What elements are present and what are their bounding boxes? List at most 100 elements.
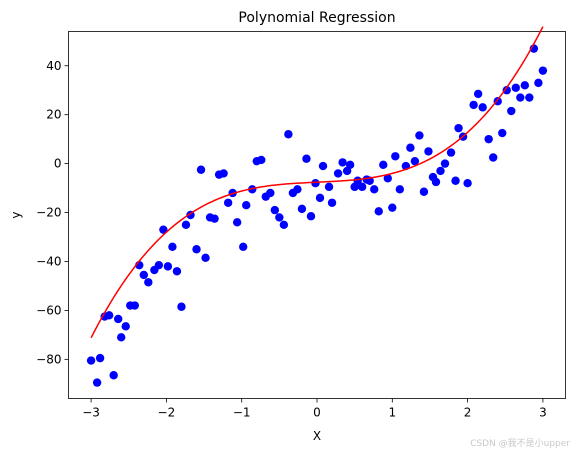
scatter-point [451,176,460,185]
scatter-point [219,169,228,178]
y-tick-label: 0 [54,157,62,171]
scatter-point [242,201,251,210]
scatter-point [454,123,463,133]
scatter-point [478,103,487,112]
scatter-point [516,93,525,102]
scatter-point [357,182,367,192]
scatter-point [306,212,316,221]
scatter-point [196,165,206,174]
watermark: CSDN @我不是小upper [470,439,570,449]
y-tick-label: −80 [36,352,61,366]
scatter-point [117,333,126,342]
scatter-point [154,260,164,270]
scatter-point [406,143,415,152]
scatter-point [391,152,400,161]
scatter-point [109,371,118,380]
scatter-point [181,220,191,229]
scatter-point [201,253,210,263]
scatter-point [324,182,334,192]
scatter-point [395,185,405,194]
scatter-point [424,147,433,156]
scatter-point [192,245,201,254]
scatter-point [415,131,424,140]
scatter-point [293,185,302,194]
scatter-point [446,148,456,157]
scatter-point [379,160,388,170]
scatter-point [333,169,343,178]
y-axis-label: y [9,211,23,218]
scatter-point [121,322,130,331]
scatter-point [86,356,96,365]
scatter-point [130,301,139,310]
scatter-point [419,187,429,196]
scatter-point [534,78,543,88]
y-tick-label: −40 [36,254,61,268]
scatter-point [327,198,337,207]
x-tick-label: 0 [313,406,321,420]
scatter-point [436,166,445,176]
scatter-point [383,174,392,183]
scatter-point [473,89,483,99]
scatter-point [463,178,472,188]
scatter-point [410,156,420,166]
scatter-point [525,93,534,102]
y-tick-label: −20 [36,206,61,220]
scatter-point [232,218,242,227]
x-tick-label: 2 [464,406,472,420]
scatter-point [270,205,280,215]
scatter-point [284,130,293,139]
x-tick-label: −2 [158,406,176,420]
scatter-point [469,100,478,110]
x-tick-label: 1 [388,406,396,420]
scatter-point [511,83,520,92]
scatter-point [92,378,102,387]
x-axis-label: X [313,429,321,443]
scatter-point [338,158,347,167]
scatter-point [95,353,105,363]
scatter-point [388,203,397,212]
scatter-point [431,177,441,187]
scatter-point [502,86,511,95]
plot-frame [68,31,566,399]
scatter-point [163,262,173,271]
scatter-point [104,311,114,320]
scatter-point [507,106,516,116]
y-tick-label: 20 [46,108,61,122]
scatter-point [538,66,548,75]
scatter-point [266,188,275,198]
scatter-point [172,267,182,276]
scatter-point [139,270,148,280]
scatter-point [297,204,307,214]
scatter-point [489,153,498,162]
scatter-point [315,193,325,203]
scatter-point [257,155,266,165]
scatter-point [498,128,507,138]
scatter-point [318,161,328,171]
plot-area [68,31,566,399]
chart-title: Polynomial Regression [238,10,395,26]
scatter-point [440,159,450,168]
scatter-point [370,185,379,194]
scatter-point [210,214,219,223]
x-tick-label: −1 [233,406,251,420]
scatter-point [302,154,311,163]
x-tick-label: 3 [539,406,547,420]
scatter-point [114,314,123,324]
scatter-point [177,302,186,311]
x-tick-label: −3 [82,406,100,420]
axes: −3 −2 −1 0 1 2 3 −80 −60 −40 −20 0 20 40 [36,59,547,420]
scatter-point [520,81,530,90]
data-marks [86,26,548,387]
scatter-point [223,198,233,207]
y-tick-label: 40 [46,59,61,73]
scatter-point [239,242,248,252]
scatter-point [168,242,177,252]
scatter-point [144,278,153,287]
scatter-point [311,178,320,188]
scatter-point [345,160,355,170]
regression-line [90,26,544,339]
scatter-point [159,225,168,234]
scatter-point [374,207,383,216]
scatter-point [279,220,289,229]
